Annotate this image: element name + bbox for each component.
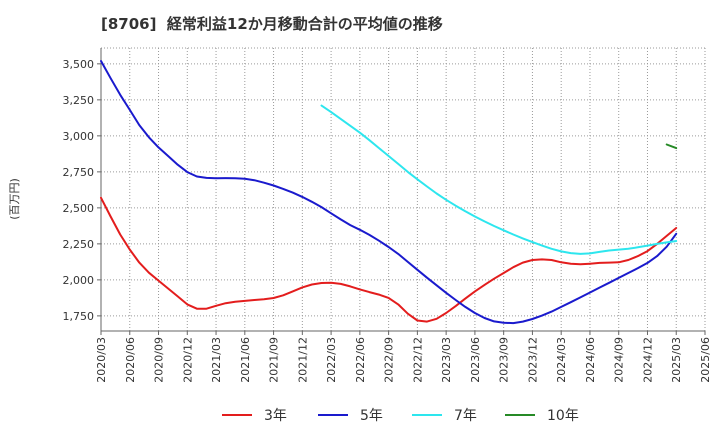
y-axis-label: (百万円) bbox=[8, 178, 21, 220]
legend-item-7-year: 7年 bbox=[412, 408, 477, 424]
y-tick-labels: 1,750 2,000 2,250 2,500 2,750 3,000 3,250 3,500 bbox=[63, 58, 95, 323]
axes bbox=[97, 48, 706, 335]
gridlines bbox=[100, 47, 706, 331]
x-tick-label: 2024/09 bbox=[613, 337, 626, 383]
legend: 3年 5年 7年 10年 bbox=[222, 408, 579, 424]
y-tick-label: 3,000 bbox=[63, 130, 95, 143]
x-tick-label: 2022/09 bbox=[383, 337, 396, 383]
legend-label-7-year: 7年 bbox=[454, 408, 477, 424]
x-tick-label: 2020/12 bbox=[181, 337, 194, 383]
x-tick-label: 2021/06 bbox=[239, 337, 252, 383]
series-line-10-year bbox=[665, 143, 678, 150]
x-tick-label: 2024/06 bbox=[584, 337, 597, 383]
y-tick-label: 2,000 bbox=[63, 274, 95, 287]
x-tick-label: 2021/09 bbox=[268, 337, 281, 383]
x-tick-label: 2020/06 bbox=[124, 337, 137, 383]
series-line-3-year bbox=[100, 196, 678, 323]
x-tick-label: 2023/12 bbox=[526, 337, 539, 383]
x-tick-label: 2020/09 bbox=[153, 337, 166, 383]
x-tick-label: 2024/12 bbox=[641, 337, 654, 383]
legend-item-5-year: 5年 bbox=[318, 408, 383, 424]
x-tick-label: 2025/03 bbox=[670, 337, 683, 383]
x-tick-label: 2022/03 bbox=[325, 337, 338, 383]
x-tick-labels: 2020/03 2020/06 2020/09 2020/12 2021/03 2021/… bbox=[95, 337, 712, 383]
y-tick-label: 2,250 bbox=[63, 238, 95, 251]
series-lines bbox=[100, 60, 678, 325]
y-tick-label: 2,750 bbox=[63, 166, 95, 179]
x-tick-label: 2025/06 bbox=[699, 337, 712, 383]
x-tick-label: 2023/09 bbox=[498, 337, 511, 383]
y-tick-label: 3,500 bbox=[63, 58, 95, 71]
x-tick-label: 2022/12 bbox=[411, 337, 424, 383]
legend-item-10-year: 10年 bbox=[505, 408, 579, 424]
x-tick-label: 2021/12 bbox=[296, 337, 309, 383]
legend-label-5-year: 5年 bbox=[360, 408, 383, 424]
x-tick-label: 2024/03 bbox=[555, 337, 568, 383]
y-tick-label: 1,750 bbox=[63, 310, 95, 323]
series-line-7-year bbox=[320, 104, 678, 255]
x-tick-label: 2021/03 bbox=[210, 337, 223, 383]
legend-item-3-year: 3年 bbox=[222, 408, 287, 424]
x-tick-label: 2023/03 bbox=[440, 337, 453, 383]
legend-label-10-year: 10年 bbox=[547, 408, 579, 424]
x-tick-label: 2022/06 bbox=[354, 337, 367, 383]
legend-label-3-year: 3年 bbox=[264, 408, 287, 424]
y-tick-label: 2,500 bbox=[63, 202, 95, 215]
series-line-5-year bbox=[100, 60, 678, 325]
x-tick-label: 2020/03 bbox=[95, 337, 108, 383]
x-tick-label: 2023/06 bbox=[469, 337, 482, 383]
chart-title: [8706] 経常利益12か月移動合計の平均値の推移 bbox=[101, 15, 443, 33]
y-tick-label: 3,250 bbox=[63, 94, 95, 107]
